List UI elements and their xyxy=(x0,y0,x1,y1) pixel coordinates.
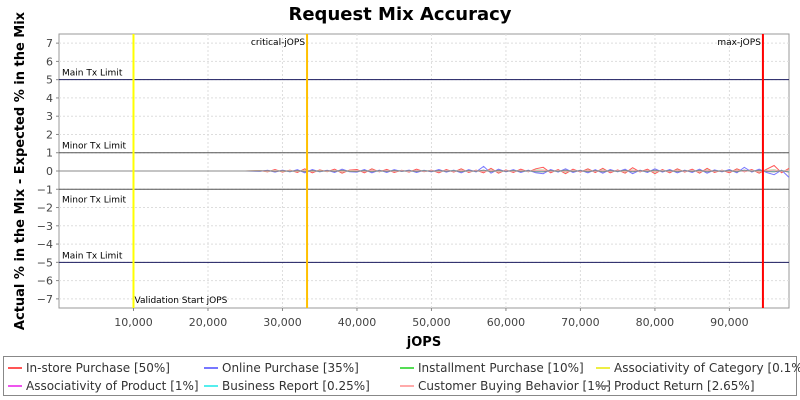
series-lines xyxy=(59,164,790,178)
y-tick-label: 4 xyxy=(46,92,53,105)
limit-line-label: Minor Tx Limit xyxy=(62,195,127,205)
series-line xyxy=(59,169,790,173)
y-tick-label: −4 xyxy=(37,238,53,251)
limit-lines: Main Tx Limit Minor Tx Limit Minor Tx Limi… xyxy=(59,69,789,263)
chart: Request Mix Accuracy Main Tx Limit Minor … xyxy=(13,4,790,350)
legend-label: Customer Buying Behavior [1%] xyxy=(418,379,611,393)
x-tick-label: 10,000 xyxy=(114,316,153,329)
y-tick-label: −5 xyxy=(37,256,53,269)
legend: In-store Purchase [50%] Online Purchase [… xyxy=(3,356,800,396)
legend-label: Installment Purchase [10%] xyxy=(418,361,584,375)
y-tick-label: −1 xyxy=(37,183,53,196)
y-tick-label: −3 xyxy=(37,220,53,233)
legend-swatch xyxy=(8,385,22,387)
legend-swatch xyxy=(596,385,610,387)
legend-swatch xyxy=(596,367,610,369)
marker-line-label: max-jOPS xyxy=(717,38,761,48)
y-tick-label: 5 xyxy=(46,74,53,87)
y-tick-label: 3 xyxy=(46,110,53,123)
x-tick-label: 60,000 xyxy=(487,316,526,329)
x-tick-label: 70,000 xyxy=(561,316,600,329)
legend-label: Associativity of Category [0.1%] xyxy=(614,361,800,375)
y-tick-label: 0 xyxy=(46,165,53,178)
marker-line-label: Validation Start jOPS xyxy=(134,296,227,306)
legend-swatch xyxy=(204,367,218,369)
y-tick-label: 7 xyxy=(46,37,53,50)
y-tick-label: −7 xyxy=(37,293,53,306)
y-axis-label: Actual % in the Mix - Expected % in the … xyxy=(13,11,28,330)
tick-labels: 10,000 20,000 30,000 40,000 50,000 60,000 70,0… xyxy=(37,37,749,329)
marker-lines: Validation Start jOPS critical-jOPS max-jO… xyxy=(132,34,764,308)
marker-line-label: critical-jOPS xyxy=(251,38,305,48)
legend-label: Associativity of Product [1%] xyxy=(26,379,199,393)
x-tick-label: 20,000 xyxy=(189,316,228,329)
y-tick-label: −2 xyxy=(37,202,53,215)
limit-line-label: Main Tx Limit xyxy=(62,69,123,79)
x-tick-label: 50,000 xyxy=(412,316,451,329)
legend-swatch xyxy=(204,385,218,387)
legend-swatch xyxy=(400,385,414,387)
y-tick-label: 1 xyxy=(46,147,53,160)
legend-swatch xyxy=(8,367,22,369)
legend-label: Business Report [0.25%] xyxy=(222,379,370,393)
legend-label: Online Purchase [35%] xyxy=(222,361,359,375)
x-axis-label: jOPS xyxy=(406,335,441,350)
y-tick-label: −6 xyxy=(37,275,53,288)
legend-label: Product Return [2.65%] xyxy=(614,379,755,393)
limit-line-label: Main Tx Limit xyxy=(62,251,123,261)
legend-swatch xyxy=(400,367,414,369)
x-tick-label: 80,000 xyxy=(636,316,675,329)
y-tick-label: 2 xyxy=(46,128,53,141)
y-tick-label: 6 xyxy=(46,55,53,68)
chart-title: Request Mix Accuracy xyxy=(288,4,511,25)
x-tick-label: 90,000 xyxy=(710,316,749,329)
legend-label: In-store Purchase [50%] xyxy=(26,361,170,375)
x-tick-label: 40,000 xyxy=(338,316,377,329)
x-tick-label: 30,000 xyxy=(263,316,302,329)
limit-line-label: Minor Tx Limit xyxy=(62,142,127,152)
